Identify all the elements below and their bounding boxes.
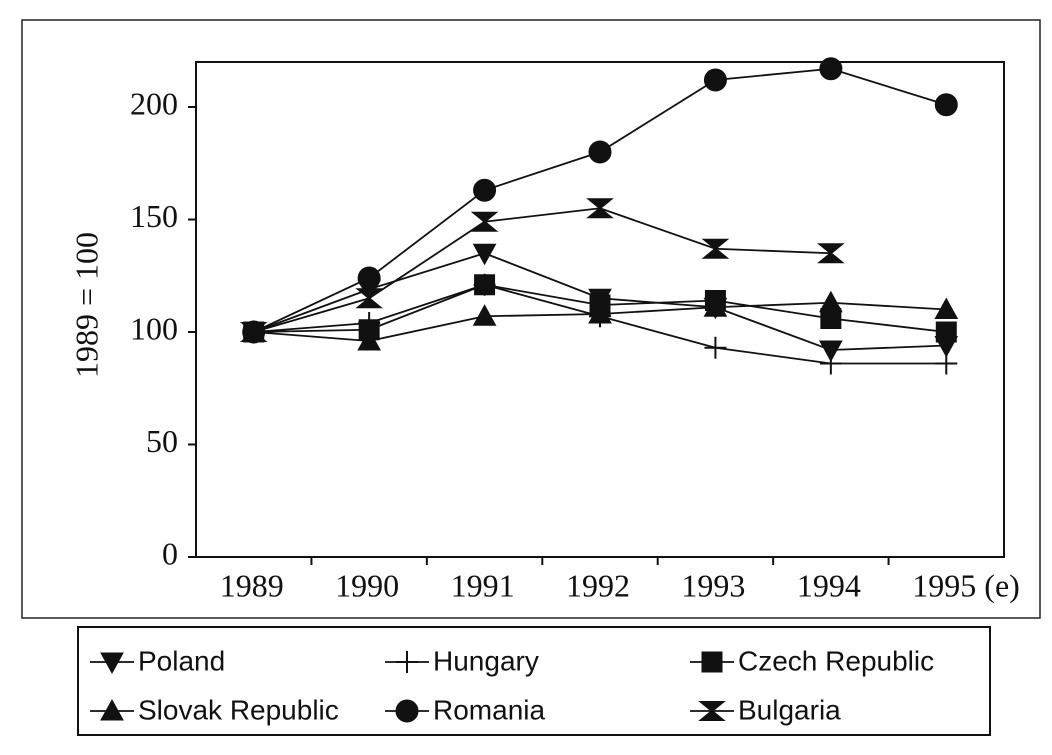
marker [703, 295, 728, 317]
marker [100, 698, 124, 721]
x-tick-label: 1992 [566, 567, 630, 603]
marker [588, 301, 612, 324]
y-axis-label: 1989 = 100 [68, 232, 104, 378]
marker [704, 336, 727, 359]
plot-area [195, 61, 1005, 558]
legend-label: Czech Republic [738, 645, 934, 676]
x-tick-label: 1995 (e) [912, 567, 1020, 603]
marker [819, 57, 843, 81]
marker [396, 651, 418, 673]
marker [357, 328, 381, 351]
marker [703, 68, 727, 92]
marker [935, 352, 958, 375]
marker [472, 304, 497, 326]
marker [355, 288, 383, 309]
legend-label: Bulgaria [738, 694, 841, 725]
x-tick-label: 1990 [335, 567, 399, 603]
marker [698, 701, 726, 721]
marker [934, 93, 958, 117]
marker [473, 178, 497, 202]
marker [935, 321, 957, 343]
legend-label: Slovak Republic [138, 694, 339, 725]
y-tick-label: 200 [130, 85, 178, 121]
y-tick-label: 100 [130, 310, 178, 346]
marker [819, 290, 843, 313]
frame [21, 19, 1041, 619]
marker [239, 322, 268, 342]
x-tick-label: 1993 [681, 567, 745, 603]
series-line [253, 207, 831, 333]
x-tick-label: 1991 [451, 567, 515, 603]
y-tick-label: 50 [146, 423, 178, 459]
legend-label: Poland [138, 645, 225, 676]
marker [472, 243, 497, 266]
marker [817, 243, 845, 264]
legend-box [77, 626, 991, 736]
marker [701, 651, 723, 673]
legend-label: Hungary [433, 645, 539, 676]
marker [586, 198, 614, 219]
marker [357, 266, 381, 290]
x-tick-label: 1989 [220, 567, 284, 603]
marker [395, 699, 419, 723]
marker [934, 297, 959, 319]
y-tick-label: 0 [162, 535, 178, 571]
marker [819, 352, 842, 375]
legend-label: Romania [433, 694, 545, 725]
marker [819, 340, 843, 363]
marker [100, 652, 124, 675]
marker [701, 238, 730, 259]
marker [470, 211, 499, 232]
y-tick-label: 150 [130, 198, 178, 234]
marker [588, 140, 612, 164]
x-tick-label: 1994 [797, 567, 861, 603]
marker [474, 274, 496, 296]
